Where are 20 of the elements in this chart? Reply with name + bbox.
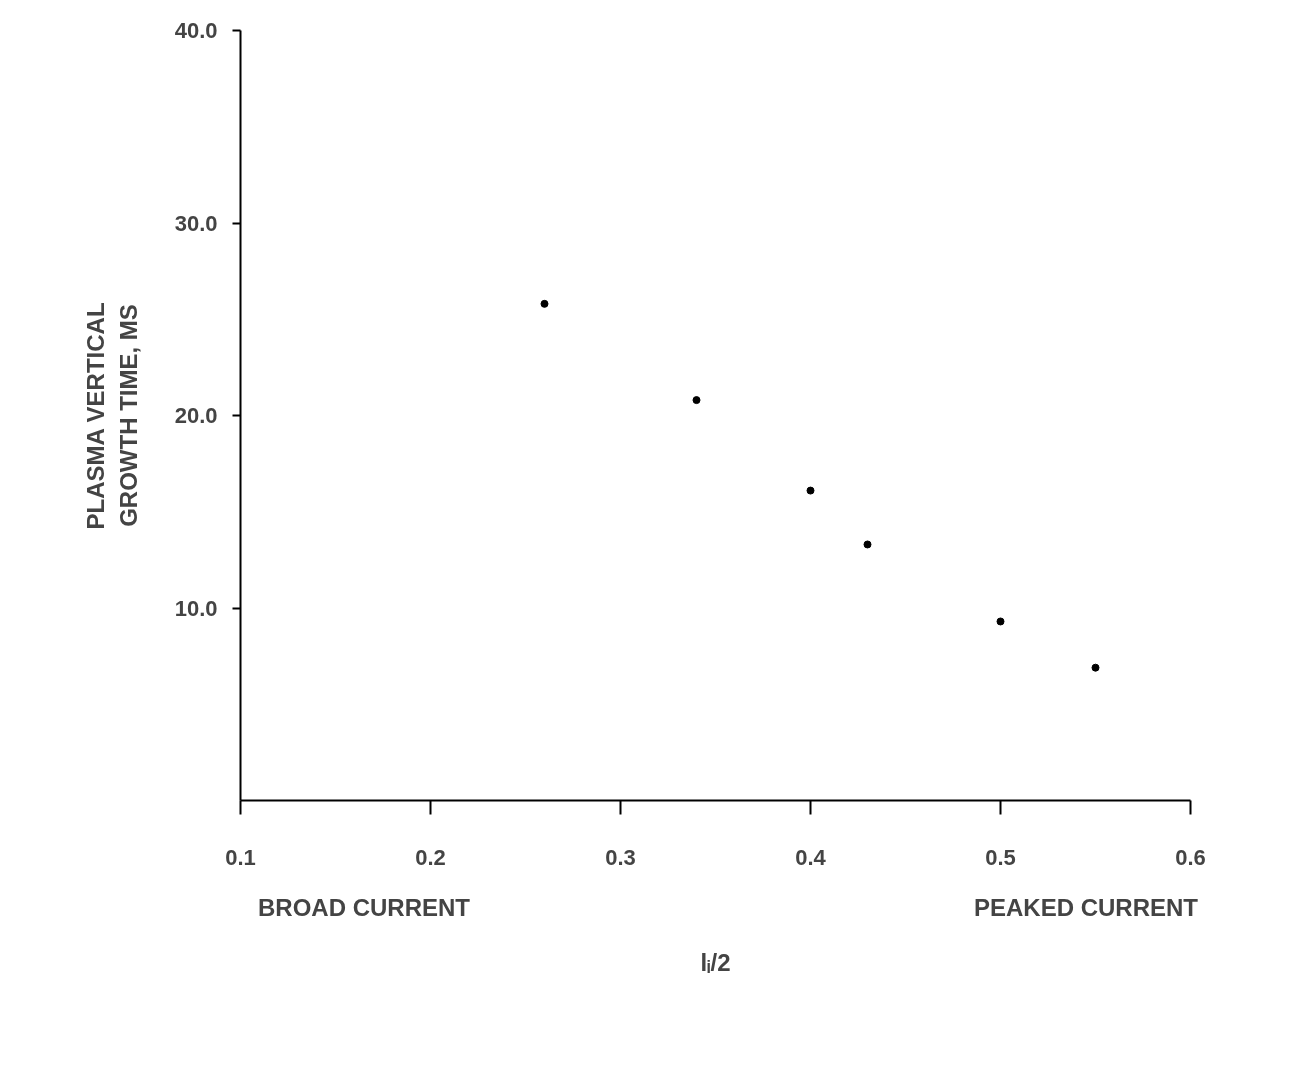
point [863, 540, 872, 549]
y-axis-title: PLASMA VERTICAL GROWTH TIME, MS [82, 302, 142, 530]
y-tick-label: 10.0 [174, 595, 218, 621]
y-tick-label: 30.0 [174, 210, 218, 236]
x-tick-label: 0.4 [795, 844, 827, 870]
x-tick-label: 0.6 [1175, 844, 1206, 870]
y-tick-label: 40.0 [174, 18, 218, 43]
x-tick-label: 0.5 [985, 844, 1016, 870]
point [996, 617, 1005, 626]
x-axis-title: lᵢ/2 [700, 948, 731, 976]
x-tick-label: 0.3 [605, 844, 636, 870]
point [540, 299, 549, 308]
text: PEAKED CURRENT [973, 893, 1199, 921]
text: BROAD CURRENT [258, 893, 471, 921]
x-tick-label: 0.1 [225, 844, 256, 870]
point [1091, 663, 1100, 672]
x-tick-label: 0.2 [415, 844, 446, 870]
point [692, 396, 701, 405]
y-tick-label: 20.0 [174, 403, 218, 428]
point [806, 486, 815, 495]
